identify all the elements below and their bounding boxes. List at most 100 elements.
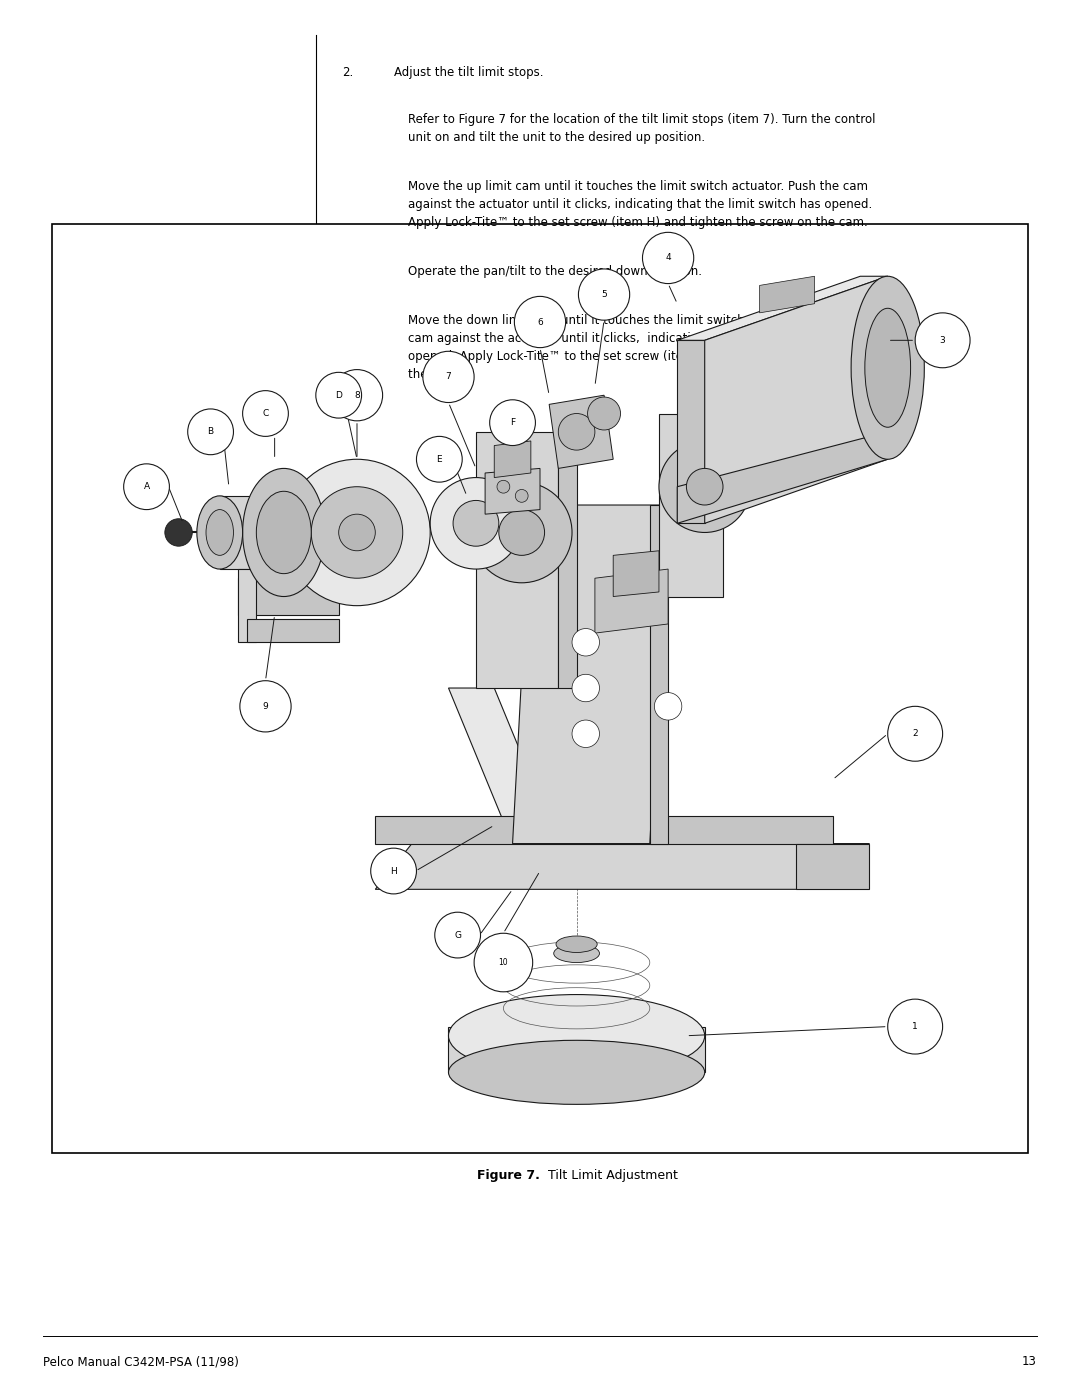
Polygon shape — [247, 619, 339, 643]
Circle shape — [499, 510, 544, 556]
Polygon shape — [650, 506, 669, 844]
Text: against the actuator until it clicks, indicating that the limit switch has opene: against the actuator until it clicks, in… — [408, 198, 873, 211]
Text: 13: 13 — [1022, 1355, 1037, 1368]
Circle shape — [687, 468, 723, 506]
Circle shape — [240, 680, 292, 732]
Text: 6: 6 — [537, 317, 543, 327]
Text: Move the down limit cam until it touches the limit switch actuator. Push the: Move the down limit cam until it touches… — [408, 314, 856, 327]
Polygon shape — [613, 550, 659, 597]
Circle shape — [915, 313, 970, 367]
Circle shape — [572, 675, 599, 701]
Polygon shape — [238, 578, 339, 615]
Circle shape — [435, 912, 481, 958]
Text: H: H — [390, 866, 397, 876]
Polygon shape — [659, 414, 723, 597]
Polygon shape — [595, 569, 669, 633]
Circle shape — [474, 933, 532, 992]
Ellipse shape — [448, 995, 705, 1077]
Polygon shape — [677, 341, 705, 524]
Text: Apply Lock-Tite™ to the set screw (item H) and tighten the screw on the cam.: Apply Lock-Tite™ to the set screw (item … — [408, 215, 868, 229]
Polygon shape — [705, 277, 888, 524]
Circle shape — [888, 707, 943, 761]
Text: B: B — [207, 427, 214, 436]
Circle shape — [165, 518, 192, 546]
Text: 8: 8 — [354, 391, 360, 400]
Polygon shape — [558, 432, 577, 689]
Text: Move the up limit cam until it touches the limit switch actuator. Push the cam: Move the up limit cam until it touches t… — [408, 180, 868, 193]
Text: Adjust the tilt limit stops.: Adjust the tilt limit stops. — [394, 66, 543, 78]
Polygon shape — [375, 844, 869, 890]
Ellipse shape — [243, 468, 325, 597]
Polygon shape — [448, 1027, 705, 1073]
Text: A: A — [144, 482, 150, 492]
Ellipse shape — [448, 1041, 705, 1105]
Polygon shape — [476, 432, 558, 689]
Circle shape — [579, 270, 630, 320]
Polygon shape — [448, 689, 558, 844]
Polygon shape — [238, 569, 256, 643]
Circle shape — [188, 409, 233, 454]
Text: cam against the actuator until it clicks,  indicating that the limit switch has: cam against the actuator until it clicks… — [408, 332, 853, 345]
Ellipse shape — [554, 944, 599, 963]
Polygon shape — [677, 432, 888, 524]
Text: G: G — [455, 930, 461, 940]
Circle shape — [471, 482, 572, 583]
Ellipse shape — [197, 496, 243, 569]
Text: 10: 10 — [499, 958, 509, 967]
Text: opened. Apply Lock-Tite™ to the set screw (item H) and tighten the screw on: opened. Apply Lock-Tite™ to the set scre… — [408, 349, 864, 363]
Text: 5: 5 — [602, 291, 607, 299]
Circle shape — [243, 391, 288, 436]
Text: 3: 3 — [940, 335, 945, 345]
Circle shape — [514, 296, 566, 348]
Circle shape — [572, 629, 599, 657]
Polygon shape — [796, 844, 869, 890]
Text: C: C — [262, 409, 269, 418]
Text: 2: 2 — [913, 729, 918, 738]
Circle shape — [643, 232, 693, 284]
Circle shape — [423, 351, 474, 402]
Circle shape — [370, 848, 417, 894]
Polygon shape — [549, 395, 613, 468]
Text: E: E — [436, 455, 442, 464]
Circle shape — [332, 370, 382, 420]
Circle shape — [123, 464, 170, 510]
Ellipse shape — [206, 510, 233, 556]
Ellipse shape — [556, 936, 597, 953]
Text: 7: 7 — [446, 373, 451, 381]
Text: Tilt Limit Adjustment: Tilt Limit Adjustment — [540, 1169, 678, 1182]
Text: Pelco Manual C342M-PSA (11/98): Pelco Manual C342M-PSA (11/98) — [43, 1355, 239, 1368]
Circle shape — [339, 514, 375, 550]
Circle shape — [454, 500, 499, 546]
Text: Operate the pan/tilt to the desired down position.: Operate the pan/tilt to the desired down… — [408, 265, 702, 278]
Circle shape — [284, 460, 430, 606]
Circle shape — [659, 441, 751, 532]
Circle shape — [654, 693, 681, 719]
Bar — [52, 224, 1028, 1153]
Polygon shape — [485, 468, 540, 514]
Circle shape — [430, 478, 522, 569]
Text: D: D — [335, 391, 342, 400]
Polygon shape — [375, 816, 833, 844]
Circle shape — [888, 999, 943, 1055]
Text: unit on and tilt the unit to the desired up position.: unit on and tilt the unit to the desired… — [408, 131, 705, 144]
Circle shape — [311, 486, 403, 578]
Circle shape — [489, 400, 536, 446]
Circle shape — [515, 489, 528, 503]
Polygon shape — [759, 277, 814, 313]
Text: Refer to Figure 7 for the location of the tilt limit stops (item 7). Turn the co: Refer to Figure 7 for the location of th… — [408, 113, 876, 126]
Circle shape — [315, 373, 362, 418]
Text: F: F — [510, 418, 515, 427]
Text: 9: 9 — [262, 701, 268, 711]
Polygon shape — [495, 441, 531, 478]
Ellipse shape — [851, 277, 924, 460]
Circle shape — [497, 481, 510, 493]
Text: 1: 1 — [913, 1023, 918, 1031]
Circle shape — [417, 436, 462, 482]
Text: 4: 4 — [665, 253, 671, 263]
Polygon shape — [219, 496, 321, 569]
Text: Figure 7.: Figure 7. — [477, 1169, 540, 1182]
Polygon shape — [677, 277, 888, 341]
Polygon shape — [513, 506, 669, 844]
Text: the cam.: the cam. — [408, 367, 460, 380]
Text: 2.: 2. — [342, 66, 353, 78]
